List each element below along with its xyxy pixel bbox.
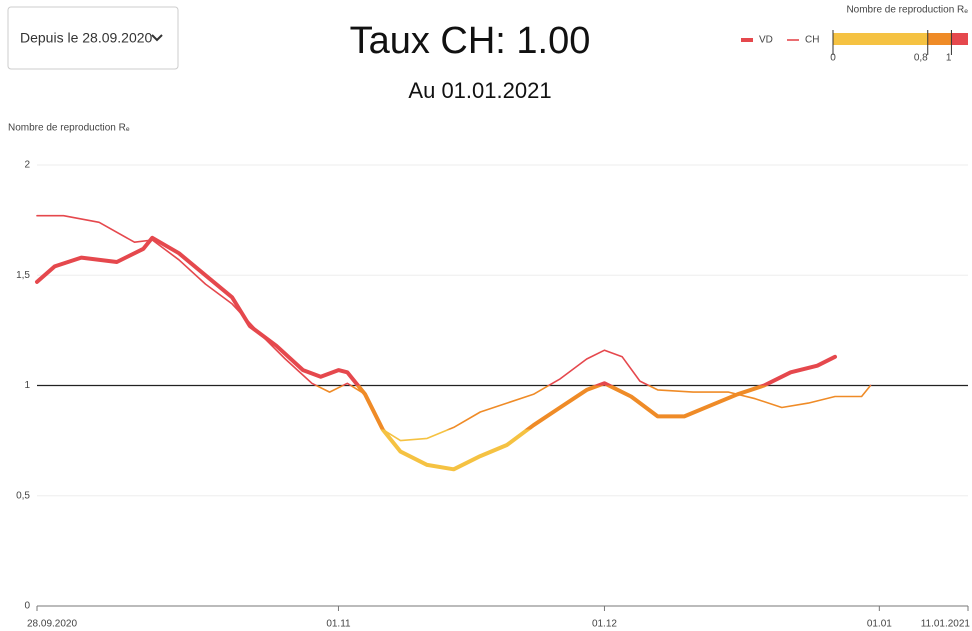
chart-subtitle: Au 01.01.2021 [408,78,551,103]
x-tick-label: 11.01.2021 [921,619,971,630]
legend-label: VD [759,35,773,46]
color-scale-label: 0 [830,53,836,64]
color-band [833,33,928,45]
x-tick-label: 01.11 [326,619,351,630]
x-tick-label: 01.01 [867,619,892,630]
chevron[interactable] [151,34,163,42]
dropdown-box[interactable] [7,6,179,70]
dropdown-label[interactable]: Depuis le 28.09.2020 [20,30,153,46]
color-scale-label: 1 [946,53,952,64]
x-tick-label: 01.12 [592,619,617,630]
chart-title: Taux CH: 1.00 [350,20,591,62]
series-line [36,214,872,442]
y-tick-label: 0 [24,601,30,612]
series-line [35,235,837,472]
y-axis-label: Nombre de reproduction Rₑ [8,123,130,134]
color-scale-label: 0,8 [914,53,928,64]
color-band [951,33,968,45]
color-band [927,33,952,45]
y-tick-label: 0,5 [16,490,30,501]
legend-label: CH [805,35,819,46]
x-tick-label: 28.09.2020 [27,619,77,630]
y-tick-label: 2 [24,160,30,171]
color-scale-title: Nombre de reproduction Rₑ [846,5,968,16]
filter-dropdown[interactable]: Depuis le 28.09.2020 [7,6,179,70]
y-tick-label: 1,5 [16,270,30,281]
y-tick-label: 1 [24,380,30,391]
